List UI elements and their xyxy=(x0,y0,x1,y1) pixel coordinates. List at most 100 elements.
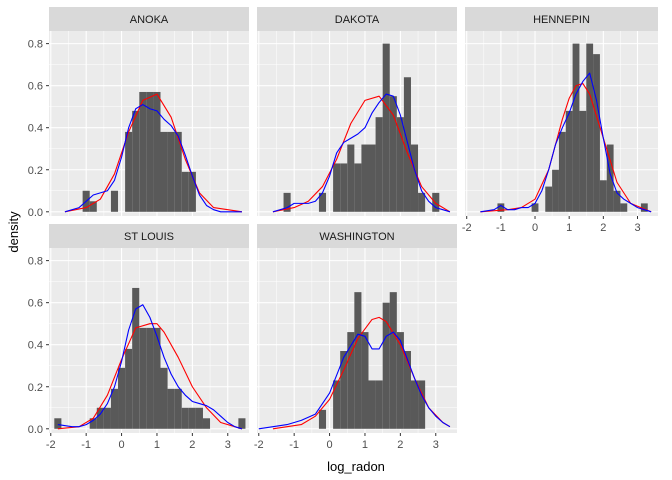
red-density-curve xyxy=(272,316,451,430)
histogram-bar xyxy=(340,163,348,212)
histogram-bar xyxy=(153,91,161,212)
histogram-bar xyxy=(389,96,397,212)
histogram-bar xyxy=(181,407,189,429)
histogram-bar xyxy=(579,110,587,212)
histogram-bar xyxy=(368,144,376,212)
x-tick-label: 0 xyxy=(532,222,538,234)
histogram-bar xyxy=(146,91,154,212)
y-tick-label: 0.6 xyxy=(28,298,43,310)
histogram-bar xyxy=(153,327,161,429)
histogram-bar xyxy=(167,388,175,429)
facet-strip xyxy=(257,224,457,248)
histogram-bar xyxy=(340,351,348,429)
y-tick-label: 0.0 xyxy=(28,424,43,436)
histogram-bar xyxy=(139,327,147,429)
histogram-bar xyxy=(347,332,355,429)
facet-strip-label: ST LOUIS xyxy=(124,231,174,243)
blue-density-curve xyxy=(64,104,242,213)
x-tick-label: 3 xyxy=(225,439,231,451)
histogram-bar xyxy=(361,144,369,212)
histogram-bar xyxy=(586,43,594,212)
histogram-bar xyxy=(354,292,362,429)
x-tick-label: -1 xyxy=(289,439,299,451)
blue-density-curve xyxy=(57,304,243,430)
facet-strip xyxy=(257,7,457,31)
histogram-bar xyxy=(382,43,390,212)
histogram-bar xyxy=(160,131,168,212)
histogram-bar xyxy=(613,190,621,212)
blue-density-curve xyxy=(272,93,451,213)
histogram-bar xyxy=(368,380,376,429)
histogram-bar xyxy=(375,117,383,212)
histogram-bar xyxy=(382,302,390,429)
red-density-curve xyxy=(57,323,243,430)
facet-strip-label: HENNEPIN xyxy=(533,14,590,26)
red-density-curve xyxy=(64,93,243,213)
histogram-bar xyxy=(195,407,203,429)
histogram-bar xyxy=(110,388,119,429)
x-tick-label: 0 xyxy=(119,439,125,451)
facet-strip xyxy=(49,7,249,31)
histogram-bar xyxy=(606,144,614,212)
histogram-bar xyxy=(318,409,327,429)
histogram-bar xyxy=(347,144,355,212)
histogram-bar xyxy=(318,192,327,212)
blue-density-curve xyxy=(480,72,652,213)
histogram-bar xyxy=(545,186,553,212)
histogram-bar xyxy=(593,54,600,212)
y-tick-label: 0.2 xyxy=(28,382,43,394)
histogram-bar xyxy=(497,203,505,212)
histogram-bar xyxy=(174,388,182,429)
x-tick-label: 2 xyxy=(397,439,403,451)
histogram-bar xyxy=(333,163,341,212)
histogram-bar xyxy=(110,190,119,212)
histogram-bar xyxy=(333,380,341,429)
x-tick-label: 1 xyxy=(566,222,572,234)
histogram-bar xyxy=(160,367,168,429)
histogram-bar xyxy=(167,131,175,212)
histogram-bar xyxy=(418,192,426,212)
x-axis-title: log_radon xyxy=(327,459,385,474)
histogram-bar xyxy=(96,407,104,429)
histogram-bar xyxy=(599,180,607,212)
histogram-bar xyxy=(558,131,566,212)
x-tick-label: 0 xyxy=(327,439,333,451)
histogram-bar xyxy=(89,201,97,212)
histogram-bar xyxy=(238,418,246,429)
histogram-bar xyxy=(354,163,362,212)
histogram-bar xyxy=(572,43,580,212)
x-tick-label: 2 xyxy=(189,439,195,451)
histogram-bar xyxy=(132,287,140,429)
x-tick-label: 1 xyxy=(362,439,368,451)
y-tick-label: 0.4 xyxy=(28,340,43,352)
histogram-bar xyxy=(118,367,126,429)
x-tick-label: -2 xyxy=(46,439,56,451)
histogram-bar xyxy=(418,380,426,429)
facet-panel-hennepin: HENNEPIN -2 -1 0 1 2 3 xyxy=(462,7,658,234)
histogram-bar xyxy=(396,117,404,212)
histogram-bar xyxy=(410,144,419,212)
y-tick-label: 0.8 xyxy=(28,39,43,51)
histogram-bar xyxy=(54,418,62,429)
histogram-bar xyxy=(389,292,397,429)
y-tick-label: 0.8 xyxy=(28,256,43,268)
histogram-bar xyxy=(132,110,140,212)
histogram-bar xyxy=(640,203,648,212)
facet-panel-washington: WASHINGTON -2 -1 0 1 2 3 xyxy=(254,224,457,451)
x-tick-label: -2 xyxy=(462,222,472,234)
blue-density-curve xyxy=(258,331,451,430)
histogram-bar xyxy=(89,418,97,429)
x-tick-label: 3 xyxy=(634,222,640,234)
histogram-bar xyxy=(146,327,154,429)
x-tick-label: -1 xyxy=(496,222,506,234)
facet-strip xyxy=(49,224,249,248)
facet-panel-st-louis: ST LOUIS 0.0 0.2 0.4 0.6 0.8 -2 -1 0 1 2 3 xyxy=(28,224,249,451)
red-density-curve xyxy=(480,83,652,213)
histogram-bar xyxy=(361,332,369,429)
y-axis-title: density xyxy=(6,211,21,253)
facet-panel-dakota: DAKOTA xyxy=(257,7,457,216)
histogram-bar xyxy=(552,169,559,212)
histogram-bar xyxy=(202,418,211,429)
histogram-bar xyxy=(403,351,411,429)
